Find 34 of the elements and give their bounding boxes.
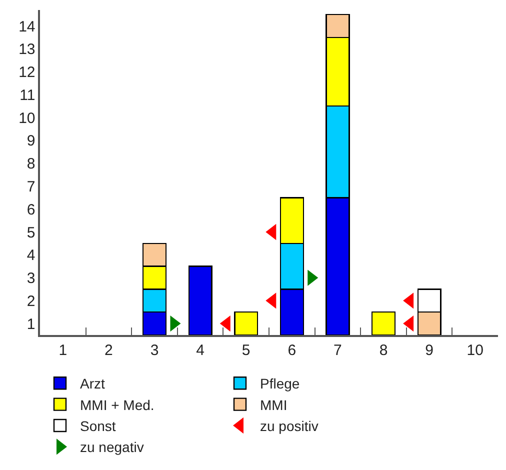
legend-label: Sonst — [80, 418, 116, 434]
bar — [371, 312, 396, 335]
x-tick-label: 6 — [288, 342, 296, 359]
y-tick-label: 2 — [26, 292, 36, 310]
x-tick-label: 5 — [242, 342, 250, 359]
legend-label: zu positiv — [260, 418, 318, 434]
bar — [188, 266, 212, 335]
legend-label: zu negativ — [80, 439, 144, 456]
y-tick-label: 14 — [18, 18, 36, 36]
x-tick-label: 1 — [58, 342, 68, 359]
legend-label: MMI — [260, 396, 288, 413]
x-tick-label: 4 — [196, 342, 204, 359]
y-tick-label: 7 — [26, 178, 36, 196]
x-tick-label: 9 — [425, 342, 434, 359]
bar — [234, 312, 258, 335]
x-tick-label: 3 — [150, 342, 159, 359]
y-tick-label: 8 — [26, 156, 36, 173]
x-tick-label: 8 — [379, 342, 388, 359]
legend-label: MMI + Med. — [80, 396, 154, 413]
y-tick-label: 13 — [18, 41, 36, 58]
legend-label: Pflege — [260, 376, 300, 392]
y-tick-label: 11 — [20, 86, 36, 104]
y-tick-label: 5 — [26, 224, 36, 242]
y-tick-label: 12 — [18, 64, 36, 82]
y-tick-label: 3 — [26, 270, 36, 288]
x-tick-label: 10 — [466, 342, 484, 359]
y-tick-label: 10 — [18, 110, 36, 127]
y-tick-label: 4 — [26, 247, 36, 264]
legend-label: Arzt — [80, 376, 105, 392]
x-tick-label: 7 — [334, 342, 342, 359]
y-tick-label: 9 — [26, 132, 36, 150]
y-tick-label: 1 — [26, 316, 36, 333]
x-tick-label: 2 — [104, 342, 113, 359]
y-tick-label: 6 — [26, 201, 36, 218]
